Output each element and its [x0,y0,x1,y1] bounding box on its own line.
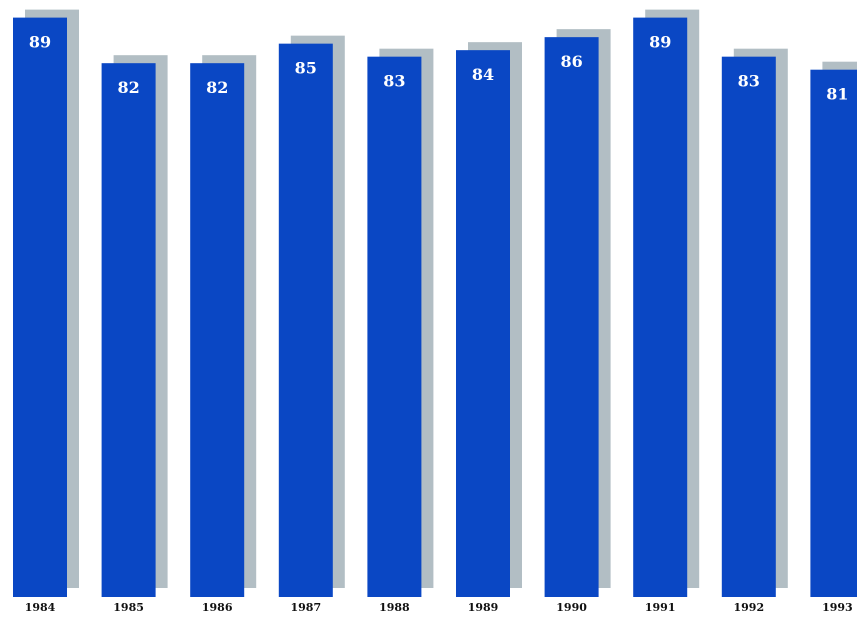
value-label-1986: 82 [206,78,228,97]
x-tick-label-1993: 1993 [822,601,853,614]
value-label-1991: 89 [649,33,671,52]
value-label-1993: 81 [826,85,848,104]
x-tick-label-1992: 1992 [733,601,764,614]
bar-1991 [633,17,688,598]
bar-1986 [190,63,245,598]
value-label-1988: 83 [383,72,405,91]
x-tick-label-1990: 1990 [556,601,587,614]
value-label-1992: 83 [738,72,760,91]
bar-1992 [721,56,776,598]
x-tick-label-1984: 1984 [25,601,56,614]
value-label-1989: 84 [472,65,494,84]
bar-1985 [101,63,156,598]
bar-1987 [278,43,333,597]
value-label-layer: 89 82 82 85 83 84 86 89 83 81 [29,33,849,104]
x-axis-tick-layer: 1984 1985 1986 1987 1988 1989 1990 1991 1992 1993 [25,601,853,614]
x-tick-label-1988: 1988 [379,601,410,614]
x-tick-label-1985: 1985 [113,601,144,614]
x-tick-label-1986: 1986 [202,601,233,614]
x-tick-label-1991: 1991 [645,601,676,614]
bar-layer [13,17,857,598]
x-tick-label-1989: 1989 [468,601,499,614]
value-label-1984: 89 [29,33,51,52]
bar-1990 [544,37,599,597]
value-label-1990: 86 [560,52,582,71]
x-tick-label-1987: 1987 [290,601,321,614]
bar-1988 [367,56,422,598]
bar-1989 [456,50,510,598]
value-label-1987: 85 [295,59,317,78]
bar-1993 [810,69,857,597]
value-label-1985: 82 [117,78,139,97]
bar-1984 [13,17,67,598]
